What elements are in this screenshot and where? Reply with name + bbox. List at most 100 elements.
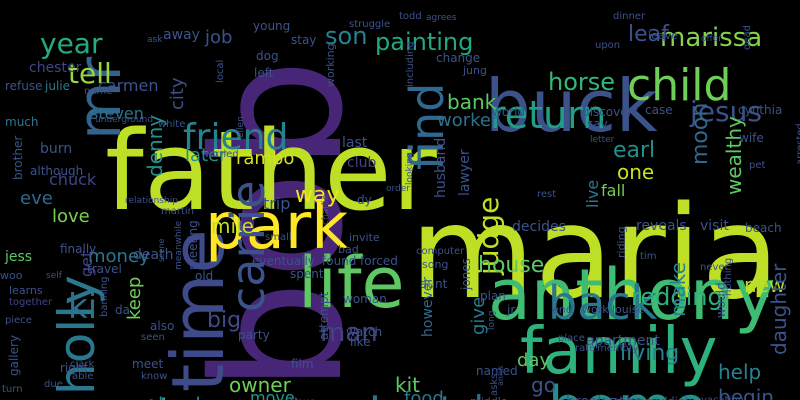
word-redding: redding — [631, 283, 723, 311]
word-never: never — [700, 262, 729, 273]
word-due: due — [44, 379, 63, 390]
word-rusty: rusty — [300, 390, 412, 400]
word-husband: husband — [433, 137, 449, 198]
word-wealthy: wealthy — [722, 116, 746, 195]
word-invite: invite — [349, 231, 380, 244]
word-year: year — [40, 27, 103, 60]
word-leave: leave — [648, 29, 678, 42]
word-food: food — [404, 388, 444, 400]
word-lawyer: lawyer — [457, 149, 473, 196]
word-like: like — [350, 335, 371, 349]
word-one: one — [617, 160, 655, 184]
word-banning: banning — [99, 276, 110, 317]
word-left: left — [254, 66, 274, 80]
word-bank: bank — [447, 90, 497, 114]
word-bad: bad — [338, 243, 359, 256]
word-song: song — [422, 258, 449, 271]
word-move: move — [250, 388, 295, 400]
word-world: world — [492, 105, 526, 119]
word-big: big — [207, 308, 242, 333]
word-life: life — [298, 242, 405, 324]
word-jr: jr — [507, 303, 516, 317]
word-break: break — [566, 395, 606, 400]
word-apartment: apartment — [586, 333, 660, 349]
word-struggle: struggle — [349, 19, 391, 30]
word-mother: mother — [96, 395, 212, 400]
word-scene: scene — [157, 238, 166, 262]
word-man: man — [320, 318, 378, 348]
word-white: white — [158, 119, 186, 130]
word-living: living — [620, 341, 680, 366]
word-louise: louise — [612, 303, 645, 316]
word-finally: finally — [60, 242, 97, 256]
word-middle: middle — [470, 396, 508, 400]
word-end: end — [552, 303, 573, 316]
word-money: money — [88, 246, 150, 267]
word-seen: seen — [141, 332, 165, 343]
word-memory: memory — [597, 343, 639, 354]
word-club: club — [347, 155, 377, 171]
word-self: self — [46, 271, 62, 281]
word-young: young — [253, 19, 291, 33]
word-owner: owner — [229, 373, 291, 397]
word-help: help — [718, 360, 762, 384]
word-clark: clark — [70, 359, 95, 370]
word-job: job — [205, 27, 233, 48]
word-begin: begin — [718, 385, 774, 400]
word-family: family — [520, 315, 718, 389]
word-home: home — [548, 380, 707, 400]
word-spent: spent — [290, 267, 324, 281]
word-worker: worker — [437, 110, 499, 131]
word-way: way — [295, 183, 340, 208]
word-discovers: discovers — [582, 105, 639, 119]
word-da: da — [115, 303, 130, 317]
word-love: love — [52, 206, 90, 227]
word-park: park — [205, 190, 349, 264]
word-case: case — [645, 103, 673, 117]
word-also: also — [150, 319, 175, 333]
word-jung: jung — [463, 64, 487, 77]
word-together: together — [9, 297, 53, 308]
word-visit: visit — [700, 218, 729, 234]
word-work: work — [582, 303, 609, 316]
word-working: working — [324, 43, 337, 87]
word-zeke: zeke — [610, 395, 642, 400]
word-right: right — [60, 361, 89, 375]
word-buck: buck — [485, 64, 658, 148]
word-charlie: charlie — [321, 194, 331, 225]
word-meet: meet — [132, 357, 164, 371]
word-eve: eve — [20, 188, 53, 209]
word-including: including — [405, 41, 416, 87]
word-go: go — [531, 373, 556, 397]
word-woman: woman — [343, 292, 387, 306]
word-order: order — [386, 184, 410, 194]
word-tim: tim — [640, 251, 657, 262]
word-house: house — [478, 253, 545, 278]
word-earl: earl — [613, 138, 656, 163]
word-daughter: daughter — [767, 263, 791, 355]
word-although: although — [30, 164, 84, 178]
word-aunt: aunt — [420, 277, 448, 291]
word-todd: todd — [399, 11, 422, 22]
word-beach: beach — [745, 221, 782, 235]
word-change: change — [436, 51, 481, 65]
word-moon: moon — [688, 102, 713, 165]
word-relationship: relationship — [125, 196, 178, 206]
word-take: take — [440, 392, 514, 400]
word-away: away — [163, 27, 200, 43]
word-make: make — [666, 262, 690, 317]
word-cynthia: cynthia — [738, 103, 783, 117]
word-later: later — [185, 145, 227, 166]
word-live: live — [583, 179, 602, 208]
word-child: child — [627, 60, 732, 111]
word-jess: jess — [5, 249, 33, 265]
word-say: say — [587, 117, 608, 131]
word-name: name — [84, 86, 113, 97]
word-martin: martin — [161, 206, 195, 217]
word-father: father — [105, 107, 437, 235]
word-meeting: meeting — [186, 220, 200, 270]
word-julie: julie — [45, 79, 70, 93]
word-able: able — [72, 371, 94, 382]
word-friend: friend — [183, 117, 289, 158]
